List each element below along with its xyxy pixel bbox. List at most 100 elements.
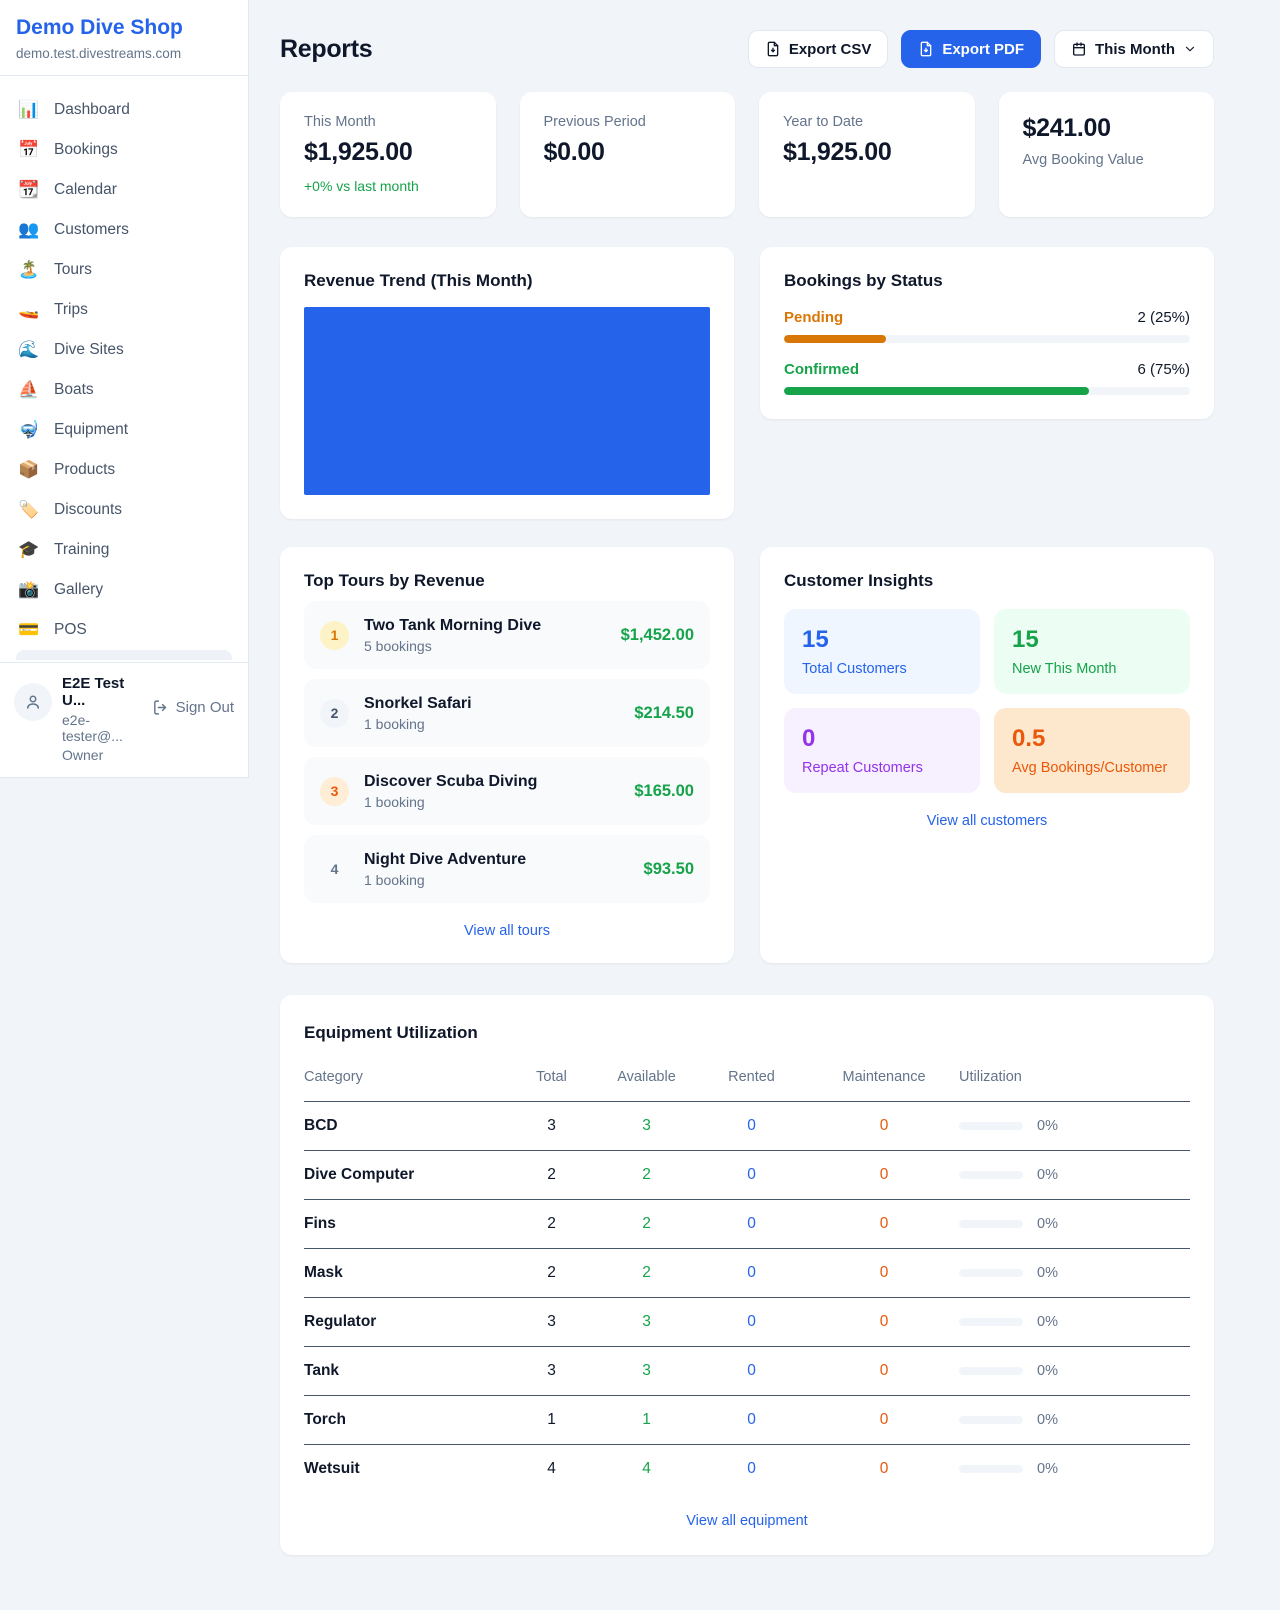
shop-header: Demo Dive Shop demo.test.divestreams.com xyxy=(0,0,248,76)
insight-avg-bookings: 0.5 Avg Bookings/Customer xyxy=(994,708,1190,793)
equipment-table-header: Category Total Available Rented Maintena… xyxy=(304,1063,1190,1102)
tour-row: 3 Discover Scuba Diving 1 booking $165.0… xyxy=(304,757,710,825)
file-download-icon xyxy=(920,41,932,57)
insight-total-customers: 15 Total Customers xyxy=(784,609,980,694)
equipment-table: Category Total Available Rented Maintena… xyxy=(304,1063,1190,1493)
avatar xyxy=(14,683,52,721)
revenue-trend-card: Revenue Trend (This Month) xyxy=(280,247,734,519)
shop-name: Demo Dive Shop xyxy=(16,16,183,39)
table-row: Tank 3 3 0 0 0% xyxy=(304,1346,1190,1396)
sidebar: Demo Dive Shop demo.test.divestreams.com… xyxy=(0,0,249,778)
utilization-bar xyxy=(959,1220,1023,1228)
sidebar-item-products[interactable]: 📦 Products xyxy=(18,460,116,479)
sidebar-item-tours[interactable]: 🏝️ Tours xyxy=(18,260,92,279)
sidebar-item-bookings[interactable]: 📅 Bookings xyxy=(18,140,118,159)
period-selector[interactable]: This Month xyxy=(1054,30,1214,68)
sign-out-button[interactable]: Sign Out xyxy=(152,699,234,716)
table-row: Mask 2 2 0 0 0% xyxy=(304,1248,1190,1298)
insight-repeat-customers: 0 Repeat Customers xyxy=(784,708,980,793)
rank-badge: 1 xyxy=(320,620,349,650)
sidebar-item-discounts[interactable]: 🏷️ Discounts xyxy=(18,500,123,519)
tour-row: 1 Two Tank Morning Dive 5 bookings $1,45… xyxy=(304,601,710,669)
credit-card-icon: 💳 xyxy=(18,620,40,639)
sidebar-item-trips[interactable]: 🚤 Trips xyxy=(18,300,88,319)
user-role: Owner xyxy=(62,747,104,763)
sidebar-item-boats[interactable]: ⛵ Boats xyxy=(18,380,94,399)
sidebar-item-calendar[interactable]: 📆 Calendar xyxy=(18,180,117,199)
rank-badge: 2 xyxy=(320,698,349,728)
view-all-equipment-link[interactable]: View all equipment xyxy=(686,1513,808,1529)
stats-row: This Month $1,925.00 +0% vs last month P… xyxy=(280,92,1214,217)
sidebar-item-equipment[interactable]: 🤿 Equipment xyxy=(18,420,129,439)
stat-avg-booking-value: $241.00 Avg Booking Value xyxy=(998,92,1214,217)
tour-row: 4 Night Dive Adventure 1 booking $93.50 xyxy=(304,835,710,903)
top-tours-card: Top Tours by Revenue 1 Two Tank Morning … xyxy=(280,547,734,963)
page-title: Reports xyxy=(280,34,373,63)
bookings-by-status-title: Bookings by Status xyxy=(784,271,943,290)
utilization-bar xyxy=(959,1367,1023,1375)
sidebar-item-gallery[interactable]: 📸 Gallery xyxy=(18,580,104,599)
view-all-customers-link[interactable]: View all customers xyxy=(926,813,1048,829)
table-row: Torch 1 1 0 0 0% xyxy=(304,1395,1190,1445)
table-row: Fins 2 2 0 0 0% xyxy=(304,1199,1190,1249)
island-icon: 🏝️ xyxy=(18,260,40,279)
view-all-tours-link[interactable]: View all tours xyxy=(464,923,550,939)
insight-grid: 15 Total Customers 15 New This Month 0 R… xyxy=(784,609,1190,793)
insight-new-this-month: 15 New This Month xyxy=(994,609,1190,694)
calendar-icon: 📆 xyxy=(18,180,40,199)
stat-delta: +0% vs last month xyxy=(304,178,419,194)
package-icon: 📦 xyxy=(18,460,40,479)
utilization-bar xyxy=(959,1416,1023,1424)
sidebar-item-reports-active[interactable] xyxy=(16,650,232,660)
utilization-bar xyxy=(959,1465,1023,1473)
camera-icon: 📸 xyxy=(18,580,40,599)
dashboard-icon: 📊 xyxy=(18,100,40,119)
table-row: BCD 3 3 0 0 0% xyxy=(304,1101,1190,1151)
utilization-bar xyxy=(959,1122,1023,1130)
page-header: Reports Export CSV Export PDF This Month xyxy=(280,30,1214,68)
shop-domain: demo.test.divestreams.com xyxy=(16,46,182,61)
export-csv-button[interactable]: Export CSV xyxy=(747,30,889,68)
sidebar-item-dashboard[interactable]: 📊 Dashboard xyxy=(18,100,130,119)
calendar-icon xyxy=(1073,42,1086,56)
utilization-bar xyxy=(959,1269,1023,1277)
logout-icon xyxy=(153,700,166,715)
file-download-icon xyxy=(767,41,779,57)
user-panel: E2E Test U... e2e-tester@... Owner Sign … xyxy=(0,662,248,777)
sidebar-item-training[interactable]: 🎓 Training xyxy=(18,540,110,559)
table-row: Regulator 3 3 0 0 0% xyxy=(304,1297,1190,1347)
user-email: e2e-tester@... xyxy=(62,712,123,744)
confirmed-bar xyxy=(784,387,1190,395)
main-content: Reports Export CSV Export PDF This Month… xyxy=(249,0,1280,1595)
revenue-trend-chart xyxy=(304,307,710,495)
rank-badge: 3 xyxy=(320,776,349,806)
header-actions: Export CSV Export PDF This Month xyxy=(747,30,1214,68)
status-row-confirmed: Confirmed 6 (75%) xyxy=(784,361,1190,395)
sidebar-item-dive-sites[interactable]: 🌊 Dive Sites xyxy=(18,340,124,359)
user-name: E2E Test U... xyxy=(62,675,125,709)
bookings-by-status-card: Bookings by Status Pending 2 (25%) Confi… xyxy=(760,247,1214,419)
insights-row: Top Tours by Revenue 1 Two Tank Morning … xyxy=(280,547,1214,963)
pending-bar xyxy=(784,335,1190,343)
user-meta: E2E Test U... e2e-tester@... Owner xyxy=(62,675,142,763)
graduation-cap-icon: 🎓 xyxy=(18,540,40,559)
customer-insights-title: Customer Insights xyxy=(784,571,934,590)
customer-insights-card: Customer Insights 15 Total Customers 15 … xyxy=(760,547,1214,963)
chevron-down-icon xyxy=(1185,46,1195,52)
wave-icon: 🌊 xyxy=(18,340,40,359)
sidebar-item-customers[interactable]: 👥 Customers xyxy=(18,220,129,239)
export-pdf-button[interactable]: Export PDF xyxy=(901,30,1042,68)
sailboat-icon: ⛵ xyxy=(18,380,40,399)
dive-mask-icon: 🤿 xyxy=(18,420,40,439)
stat-this-month: This Month $1,925.00 +0% vs last month xyxy=(280,92,496,217)
tag-icon: 🏷️ xyxy=(18,500,40,519)
utilization-bar xyxy=(959,1318,1023,1326)
table-row: Wetsuit 4 4 0 0 0% xyxy=(304,1460,1058,1477)
people-icon: 👥 xyxy=(18,220,40,239)
table-row: Dive Computer 2 2 0 0 0% xyxy=(304,1150,1190,1200)
sidebar-item-pos[interactable]: 💳 POS xyxy=(18,620,87,639)
stat-year-to-date: Year to Date $1,925.00 xyxy=(759,92,975,217)
rank-badge: 4 xyxy=(330,861,339,877)
person-icon xyxy=(27,695,39,709)
sidebar-nav: 📊 Dashboard 📅 Bookings 📆 Calendar 👥 Cust… xyxy=(0,76,248,662)
